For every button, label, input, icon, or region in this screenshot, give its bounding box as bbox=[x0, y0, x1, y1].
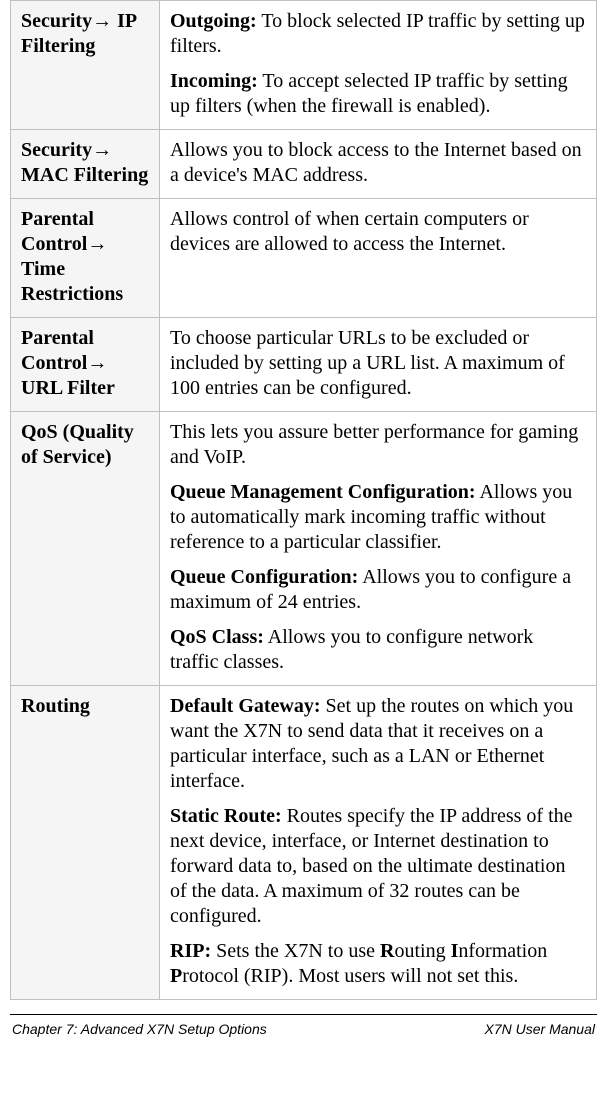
label-part: Security bbox=[21, 139, 92, 161]
table-row: Parental Control→ Time Restrictions Allo… bbox=[11, 199, 597, 318]
label-part: MAC Filtering bbox=[21, 164, 148, 186]
row-label-ip-filtering: Security→ IP Filtering bbox=[11, 1, 160, 130]
footer-left: Chapter 7: Advanced X7N Setup Options bbox=[12, 1021, 267, 1037]
page-footer: Chapter 7: Advanced X7N Setup Options X7… bbox=[10, 1021, 597, 1045]
row-desc-routing: Default Gateway: Set up the routes on wh… bbox=[160, 686, 597, 1000]
desc-bold: P bbox=[170, 965, 182, 987]
desc-bold: Outgoing: bbox=[170, 10, 257, 32]
desc-paragraph: Queue Configuration: Allows you to confi… bbox=[170, 565, 586, 615]
desc-paragraph: Default Gateway: Set up the routes on wh… bbox=[170, 694, 586, 794]
desc-text: outing bbox=[394, 940, 450, 962]
row-label-routing: Routing bbox=[11, 686, 160, 1000]
desc-paragraph: Incoming: To accept selected IP traffic … bbox=[170, 69, 586, 119]
desc-bold: Incoming: bbox=[170, 70, 258, 92]
desc-text: Sets the X7N to use bbox=[211, 940, 380, 962]
desc-text: Allows you to block access to the Intern… bbox=[170, 138, 586, 188]
desc-paragraph: Queue Management Configuration: Allows y… bbox=[170, 480, 586, 555]
table-row: Routing Default Gateway: Set up the rout… bbox=[11, 686, 597, 1000]
row-label-qos: QoS (Quality of Service) bbox=[11, 412, 160, 686]
desc-text: nformation bbox=[458, 940, 547, 962]
desc-bold: Queue Configuration: bbox=[170, 566, 358, 588]
table-row: Parental Control→ URL Filter To choose p… bbox=[11, 318, 597, 412]
desc-paragraph: Outgoing: To block selected IP traffic b… bbox=[170, 9, 586, 59]
desc-paragraph: QoS Class: Allows you to configure netwo… bbox=[170, 625, 586, 675]
desc-bold: Default Gateway: bbox=[170, 695, 321, 717]
arrow-icon: → bbox=[92, 139, 112, 161]
label-part: URL Filter bbox=[21, 377, 115, 399]
arrow-icon: → bbox=[87, 233, 107, 255]
footer-right: X7N User Manual bbox=[485, 1021, 596, 1037]
desc-paragraph: RIP: Sets the X7N to use Routing Informa… bbox=[170, 939, 586, 989]
row-label-time-restrictions: Parental Control→ Time Restrictions bbox=[11, 199, 160, 318]
row-label-mac-filtering: Security→ MAC Filtering bbox=[11, 130, 160, 199]
label-part: Parental Control bbox=[21, 208, 94, 255]
label-part: Security bbox=[21, 10, 92, 32]
desc-bold: QoS Class: bbox=[170, 626, 264, 648]
arrow-icon: → bbox=[87, 352, 107, 374]
desc-bold: R bbox=[380, 940, 394, 962]
desc-text: This lets you assure better performance … bbox=[170, 420, 586, 470]
label-part: Parental Control bbox=[21, 327, 94, 374]
desc-text: rotocol (RIP). Most users will not set t… bbox=[182, 965, 518, 987]
desc-bold: Queue Management Configuration: bbox=[170, 481, 476, 503]
row-desc-time-restrictions: Allows control of when certain computers… bbox=[160, 199, 597, 318]
desc-bold: RIP: bbox=[170, 940, 211, 962]
desc-paragraph: Static Route: Routes specify the IP addr… bbox=[170, 804, 586, 929]
table-row: QoS (Quality of Service) This lets you a… bbox=[11, 412, 597, 686]
footer-divider bbox=[10, 1014, 597, 1015]
row-desc-url-filter: To choose particular URLs to be excluded… bbox=[160, 318, 597, 412]
row-desc-mac-filtering: Allows you to block access to the Intern… bbox=[160, 130, 597, 199]
options-table: Security→ IP Filtering Outgoing: To bloc… bbox=[10, 0, 597, 1000]
row-label-url-filter: Parental Control→ URL Filter bbox=[11, 318, 160, 412]
row-desc-qos: This lets you assure better performance … bbox=[160, 412, 597, 686]
desc-text: To choose particular URLs to be excluded… bbox=[170, 326, 586, 401]
desc-text: Allows control of when certain computers… bbox=[170, 207, 586, 257]
desc-bold: Static Route: bbox=[170, 805, 282, 827]
label-part: Time Restrictions bbox=[21, 258, 123, 305]
table-row: Security→ MAC Filtering Allows you to bl… bbox=[11, 130, 597, 199]
arrow-icon: → bbox=[92, 10, 112, 32]
row-desc-ip-filtering: Outgoing: To block selected IP traffic b… bbox=[160, 1, 597, 130]
table-row: Security→ IP Filtering Outgoing: To bloc… bbox=[11, 1, 597, 130]
